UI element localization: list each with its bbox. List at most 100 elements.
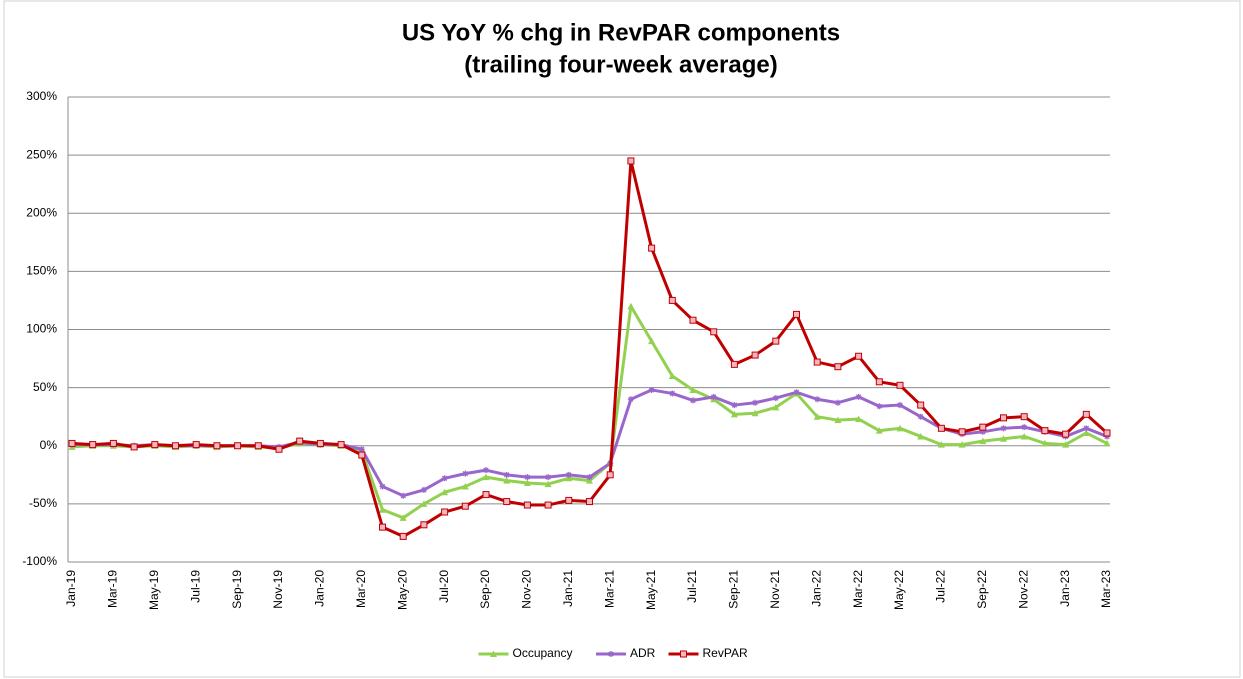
marker [834, 416, 842, 424]
marker [483, 467, 489, 474]
marker [1000, 414, 1007, 422]
marker [834, 399, 841, 406]
marker [896, 381, 904, 389]
x-tick-label: Jan-19 [64, 570, 78, 607]
y-tick-label: 200% [26, 205, 57, 219]
legend-label: ADR [630, 646, 656, 660]
marker [813, 358, 821, 366]
marker [461, 502, 469, 510]
marker [420, 486, 427, 493]
marker [937, 441, 945, 448]
marker [565, 496, 573, 504]
marker [565, 474, 573, 482]
marker [337, 441, 345, 449]
x-tick-label: Nov-19 [271, 570, 285, 609]
chart-subtitle: (trailing four-week average) [464, 51, 777, 78]
marker [690, 397, 696, 404]
marker [979, 428, 986, 435]
marker [586, 498, 593, 506]
y-tick-label: 50% [33, 380, 57, 394]
marker [482, 491, 490, 499]
marker [151, 441, 159, 449]
x-tick-label: Nov-20 [520, 570, 534, 609]
marker [461, 482, 469, 490]
y-tick-label: -50% [29, 496, 57, 510]
marker [772, 395, 779, 402]
marker [772, 403, 780, 411]
chart-frame [3, 0, 1241, 678]
marker [875, 378, 883, 386]
marker [1103, 429, 1111, 437]
marker [503, 498, 511, 506]
marker [979, 437, 987, 445]
marker [379, 523, 386, 531]
x-tick-label: Sep-20 [478, 570, 492, 609]
marker [1103, 439, 1111, 447]
marker [1062, 430, 1070, 438]
marker [399, 514, 407, 521]
y-tick-label: 0% [40, 438, 58, 452]
marker [680, 650, 687, 658]
marker [172, 442, 179, 450]
marker [855, 415, 863, 423]
x-tick-label: Mar-22 [851, 570, 865, 608]
marker [586, 477, 593, 484]
marker [668, 372, 676, 379]
marker [358, 451, 366, 459]
marker [1000, 425, 1007, 432]
marker [1021, 424, 1028, 431]
marker [523, 479, 531, 486]
marker [917, 432, 925, 440]
marker [855, 393, 862, 400]
legend-label: RevPAR [703, 646, 748, 660]
marker [89, 441, 97, 449]
marker [316, 439, 324, 447]
marker [751, 351, 759, 359]
marker [958, 428, 966, 436]
marker [834, 363, 842, 371]
marker [958, 441, 966, 448]
y-tick-label: 250% [26, 147, 57, 161]
x-tick-label: Sep-21 [727, 570, 741, 609]
marker [1020, 432, 1028, 440]
x-tick-label: May-19 [147, 570, 161, 610]
marker [752, 399, 759, 406]
marker [1041, 427, 1049, 435]
marker [937, 424, 945, 432]
marker [234, 442, 242, 450]
marker [648, 244, 656, 252]
marker [731, 402, 738, 409]
marker [669, 390, 676, 397]
x-tick-label: Jul-22 [934, 570, 948, 603]
marker [793, 310, 800, 318]
y-tick-label: 150% [26, 264, 57, 278]
marker [648, 386, 655, 393]
x-tick-label: Nov-22 [1016, 570, 1030, 609]
marker [523, 501, 531, 509]
x-tick-label: Mar-21 [602, 570, 616, 608]
marker [544, 480, 552, 488]
legend-label: Occupancy [513, 646, 573, 660]
marker [275, 445, 283, 453]
marker [896, 424, 904, 432]
marker [689, 316, 697, 324]
marker [545, 474, 552, 481]
marker [648, 337, 656, 345]
marker [420, 521, 428, 529]
marker [441, 488, 449, 496]
marker [109, 439, 117, 447]
marker [544, 501, 552, 509]
marker [586, 474, 593, 481]
y-tick-label: 100% [26, 322, 57, 336]
marker [68, 439, 76, 447]
x-tick-label: May-22 [892, 570, 906, 610]
marker [606, 471, 614, 479]
x-tick-label: Sep-19 [230, 570, 244, 609]
marker [400, 492, 407, 499]
marker [730, 360, 738, 368]
marker [814, 396, 821, 403]
marker [710, 393, 717, 400]
x-tick-label: May-20 [395, 570, 409, 610]
marker [979, 423, 987, 431]
marker [917, 401, 925, 409]
